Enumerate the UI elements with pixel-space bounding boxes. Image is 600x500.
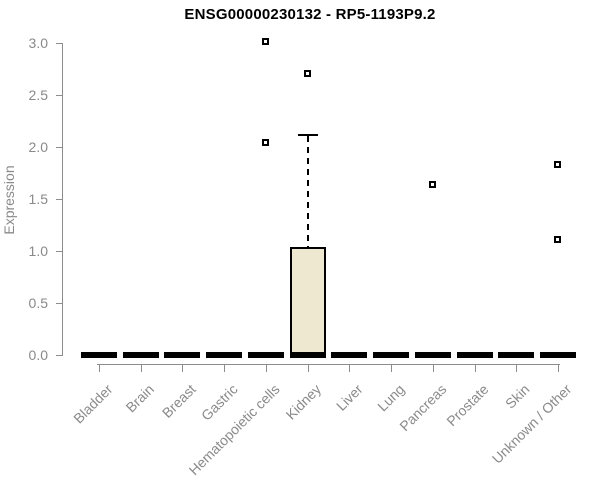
- x-tick: [558, 365, 559, 372]
- x-tick: [475, 365, 476, 372]
- y-tick-label: 3.0: [28, 35, 48, 51]
- x-tick: [516, 365, 517, 372]
- x-tick-label: Kidney: [282, 381, 325, 423]
- x-tick: [182, 365, 183, 372]
- x-axis-line: [97, 364, 560, 365]
- x-tick: [349, 365, 350, 372]
- x-tick-label: Bladder: [69, 381, 116, 427]
- chart-title: ENSG00000230132 - RP5-1193P9.2: [184, 6, 436, 23]
- x-tick-label: Skin: [501, 381, 533, 412]
- y-tick: [56, 303, 62, 304]
- y-tick-label: 1.5: [28, 191, 48, 207]
- outlier-point: [262, 38, 269, 45]
- median-line: [540, 352, 576, 358]
- y-tick-label: 0.5: [28, 295, 48, 311]
- x-tick: [224, 365, 225, 372]
- y-tick-label: 0.0: [28, 347, 48, 363]
- x-tick-label: Liver: [332, 381, 366, 414]
- x-tick: [308, 365, 309, 372]
- y-tick-label: 2.0: [28, 139, 48, 155]
- median-line: [248, 352, 284, 358]
- median-line: [457, 352, 493, 358]
- x-tick-label: Breast: [158, 381, 199, 421]
- x-tick: [99, 365, 100, 372]
- x-tick-label: Prostate: [443, 381, 492, 430]
- median-line: [331, 352, 367, 358]
- median-line: [373, 352, 409, 358]
- outlier-point: [304, 70, 311, 77]
- y-tick: [56, 355, 62, 356]
- x-tick: [391, 365, 392, 372]
- whisker: [307, 136, 309, 247]
- y-tick-label: 1.0: [28, 243, 48, 259]
- median-line: [498, 352, 534, 358]
- outlier-point: [554, 161, 561, 168]
- x-tick-label: Brain: [122, 381, 158, 416]
- median-line: [415, 352, 451, 358]
- y-tick: [56, 251, 62, 252]
- outlier-point: [262, 139, 269, 146]
- median-line: [206, 352, 242, 358]
- outlier-point: [554, 236, 561, 243]
- x-tick: [433, 365, 434, 372]
- y-tick: [56, 199, 62, 200]
- box: [290, 247, 326, 357]
- x-tick: [266, 365, 267, 372]
- y-tick: [56, 43, 62, 44]
- y-tick: [56, 95, 62, 96]
- x-tick-label: Lung: [373, 381, 408, 415]
- y-axis-line: [62, 43, 63, 356]
- median-line: [123, 352, 159, 358]
- y-tick-label: 2.5: [28, 87, 48, 103]
- x-tick-label: Unknown / Other: [488, 381, 575, 467]
- whisker-cap: [298, 134, 318, 136]
- median-line: [81, 352, 117, 358]
- outlier-point: [429, 181, 436, 188]
- x-tick: [141, 365, 142, 372]
- median-line: [290, 352, 326, 358]
- y-tick: [56, 147, 62, 148]
- median-line: [164, 352, 200, 358]
